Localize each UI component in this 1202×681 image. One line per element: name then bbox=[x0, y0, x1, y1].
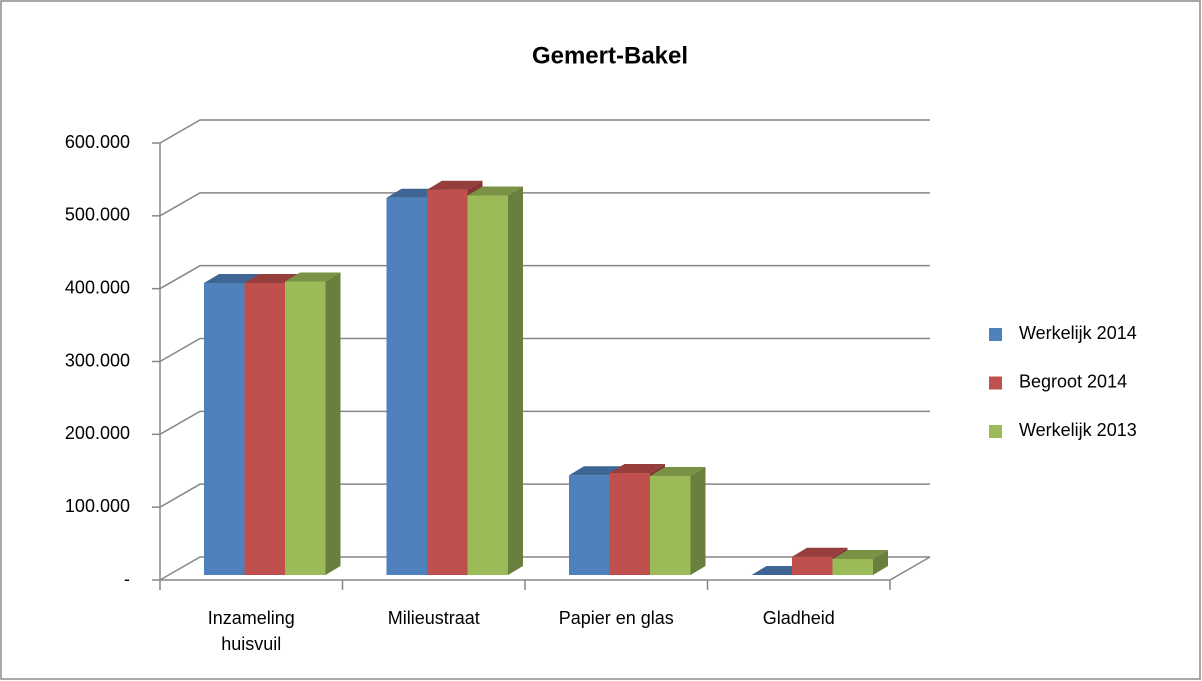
legend-label: Begroot 2014 bbox=[1019, 371, 1127, 391]
bar bbox=[285, 272, 341, 575]
grid-line bbox=[159, 119, 930, 144]
legend-swatch bbox=[989, 425, 1002, 438]
legend-label: Werkelijk 2013 bbox=[1019, 420, 1137, 440]
grid-line bbox=[159, 264, 930, 290]
bar-front bbox=[832, 558, 873, 575]
bar bbox=[650, 466, 706, 575]
bar-top bbox=[650, 466, 706, 476]
bar-top bbox=[467, 186, 523, 196]
bar-top bbox=[427, 180, 483, 190]
x-tick-label: Inzameling huisvuil bbox=[207, 608, 295, 654]
bar-top bbox=[244, 273, 300, 283]
legend-swatch bbox=[989, 376, 1002, 390]
y-tick-label: - bbox=[124, 569, 130, 589]
y-tick-label: 300.000 bbox=[65, 350, 130, 370]
bar-front bbox=[427, 189, 468, 575]
bar-front bbox=[792, 556, 833, 575]
bar-side bbox=[325, 272, 341, 575]
x-tick-label: Gladheid bbox=[762, 608, 835, 628]
bar-front bbox=[386, 197, 427, 575]
y-tick-label: 100.000 bbox=[65, 496, 130, 516]
bar-top bbox=[609, 464, 665, 474]
legend-label: Werkelijk 2014 bbox=[1019, 323, 1137, 343]
bar-side bbox=[873, 549, 888, 575]
bar-side bbox=[508, 186, 523, 575]
chart-title: Gemert-Bakel bbox=[532, 42, 688, 69]
grid-line bbox=[159, 192, 930, 217]
bar-front bbox=[609, 473, 650, 575]
bar-top bbox=[285, 272, 341, 282]
bar-front bbox=[204, 282, 245, 575]
bar bbox=[467, 186, 523, 575]
y-tick-label: 400.000 bbox=[65, 277, 130, 297]
bar-front bbox=[650, 475, 691, 575]
bar-top bbox=[792, 547, 848, 557]
bar-top bbox=[832, 549, 888, 559]
y-tick-label: 500.000 bbox=[65, 205, 130, 225]
bar-front bbox=[285, 281, 326, 575]
x-tick-label: Papier en glas bbox=[558, 608, 674, 628]
y-tick-label: 600.000 bbox=[65, 132, 130, 152]
bar-front bbox=[244, 282, 285, 575]
bar-side bbox=[690, 466, 706, 575]
grid-line bbox=[159, 337, 930, 363]
bar-top bbox=[204, 273, 260, 283]
bar bbox=[832, 549, 888, 575]
x-tick-label: Milieustraat bbox=[387, 608, 480, 628]
bar-front bbox=[569, 475, 610, 575]
grid-line bbox=[159, 410, 930, 435]
bar-front bbox=[467, 195, 508, 575]
legend-swatch bbox=[989, 328, 1002, 341]
y-tick-label: 200.000 bbox=[65, 423, 130, 443]
